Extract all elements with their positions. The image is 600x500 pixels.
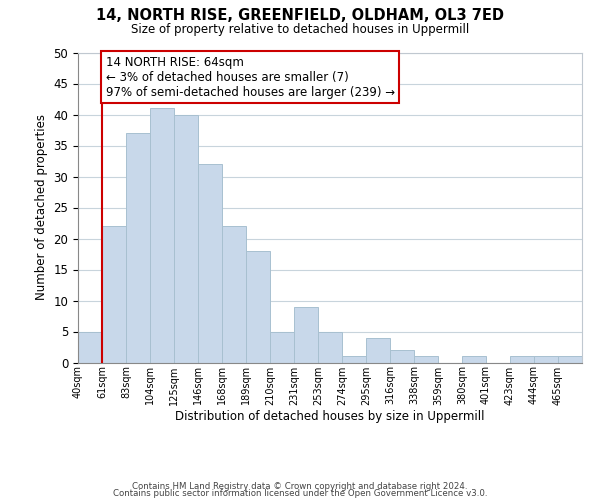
Bar xyxy=(558,356,582,362)
Bar xyxy=(366,338,390,362)
Bar xyxy=(246,251,270,362)
Text: Contains HM Land Registry data © Crown copyright and database right 2024.: Contains HM Land Registry data © Crown c… xyxy=(132,482,468,491)
X-axis label: Distribution of detached houses by size in Uppermill: Distribution of detached houses by size … xyxy=(175,410,485,423)
Text: 14 NORTH RISE: 64sqm
← 3% of detached houses are smaller (7)
97% of semi-detache: 14 NORTH RISE: 64sqm ← 3% of detached ho… xyxy=(106,56,395,98)
Bar xyxy=(414,356,438,362)
Bar xyxy=(510,356,534,362)
Bar xyxy=(390,350,414,362)
Bar xyxy=(150,108,174,362)
Bar xyxy=(294,306,318,362)
Bar xyxy=(78,332,102,362)
Bar xyxy=(534,356,558,362)
Bar xyxy=(342,356,366,362)
Text: Contains public sector information licensed under the Open Government Licence v3: Contains public sector information licen… xyxy=(113,490,487,498)
Bar xyxy=(126,133,150,362)
Bar xyxy=(222,226,246,362)
Bar xyxy=(198,164,222,362)
Text: Size of property relative to detached houses in Uppermill: Size of property relative to detached ho… xyxy=(131,22,469,36)
Bar xyxy=(102,226,126,362)
Text: 14, NORTH RISE, GREENFIELD, OLDHAM, OL3 7ED: 14, NORTH RISE, GREENFIELD, OLDHAM, OL3 … xyxy=(96,8,504,22)
Bar xyxy=(318,332,342,362)
Y-axis label: Number of detached properties: Number of detached properties xyxy=(35,114,48,300)
Bar xyxy=(270,332,294,362)
Bar xyxy=(462,356,486,362)
Bar xyxy=(174,114,198,362)
